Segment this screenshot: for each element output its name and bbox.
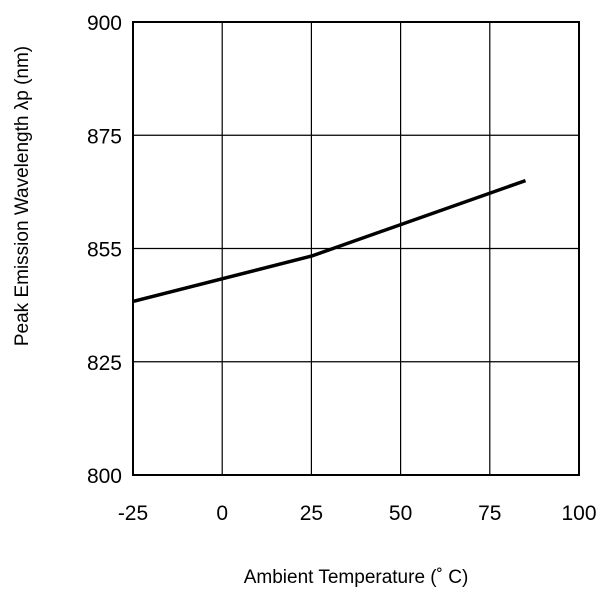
- x-tick-labels: -25 0 25 50 75 100: [118, 502, 597, 525]
- series-line: [132, 178, 527, 304]
- y-tick-label: 900: [87, 12, 122, 35]
- y-tick-label: 875: [87, 125, 122, 148]
- x-tick-label: 0: [216, 502, 228, 525]
- plot-frame: [132, 21, 580, 476]
- x-tick-label: -25: [118, 502, 148, 525]
- grid: [133, 22, 579, 475]
- x-tick-label: 25: [300, 502, 323, 525]
- x-tick-label: 50: [389, 502, 412, 525]
- y-tick-label: 855: [87, 239, 122, 262]
- x-tick-label: 75: [478, 502, 501, 525]
- series-layer: [132, 178, 527, 304]
- y-tick-label: 800: [87, 465, 122, 488]
- y-tick-labels: 800 825 855 875 900: [87, 12, 122, 488]
- x-tick-label: 100: [561, 502, 596, 525]
- x-axis-title: Ambient Temperature (˚ C): [244, 567, 469, 588]
- y-tick-label: 825: [87, 352, 122, 375]
- y-axis-title: Peak Emission Wavelength λp (nm): [12, 46, 33, 346]
